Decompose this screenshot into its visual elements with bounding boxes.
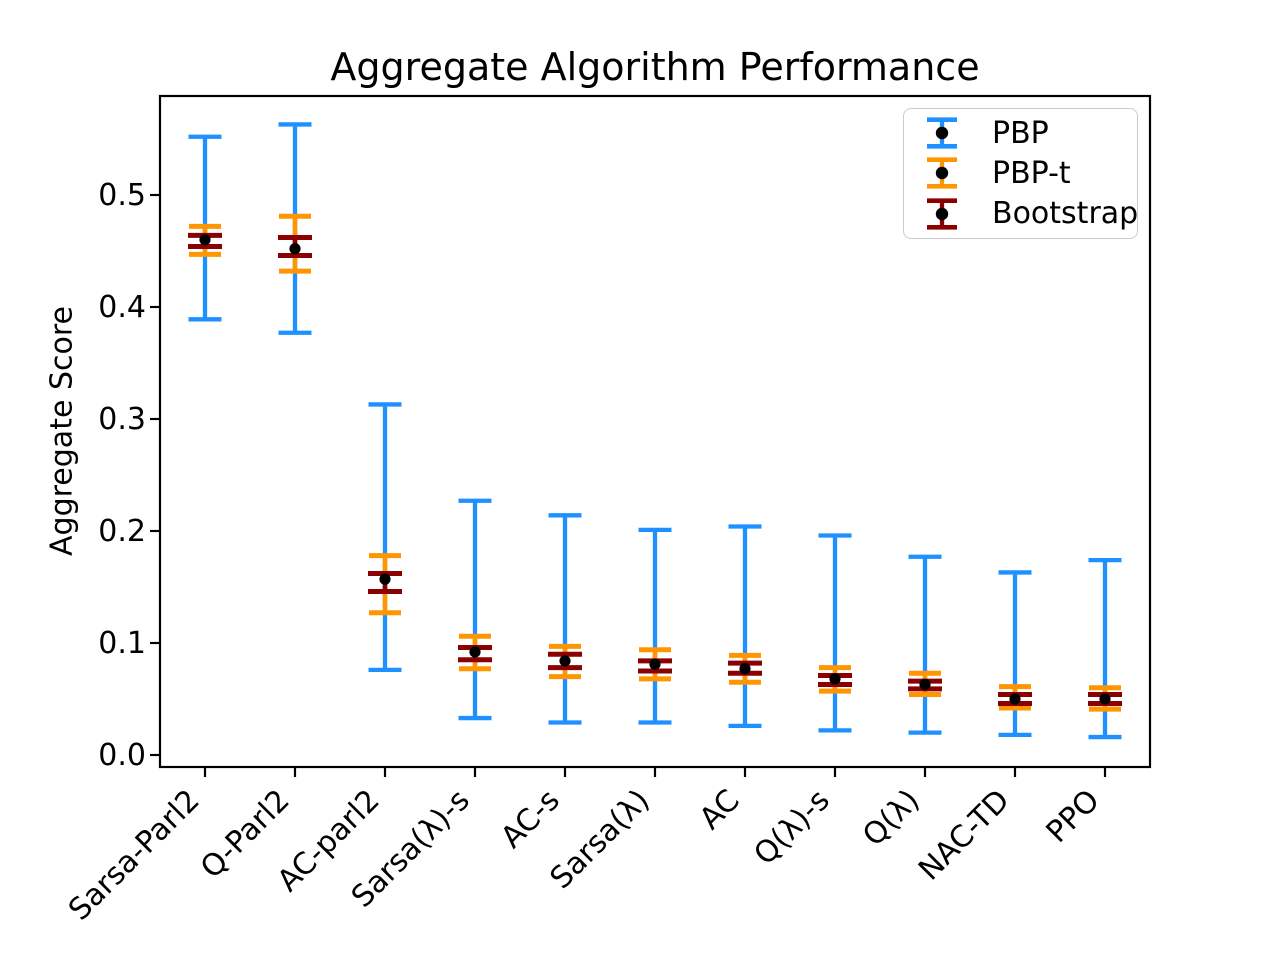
errorbar-icon — [927, 157, 957, 190]
chart-title: Aggregate Algorithm Performance — [330, 45, 980, 89]
y-tick-label: 0.1 — [98, 626, 146, 661]
y-tick-label: 0.0 — [98, 738, 146, 773]
x-tick-label: Sarsa(λ) — [544, 783, 657, 896]
errorbar-icon — [927, 198, 957, 230]
error-bar-series-PBP — [188, 122, 1122, 740]
x-tick-label: AC-s — [494, 783, 566, 855]
legend-item-pbp-t: PBP-t — [904, 153, 1137, 193]
x-tick-label: Q(λ) — [856, 783, 927, 854]
center-markers — [199, 234, 1111, 705]
y-tick-label: 0.5 — [98, 178, 146, 213]
y-axis-ticks: 0.0 0.1 0.2 0.3 0.4 0.5 — [98, 178, 160, 773]
legend-item-bootstrap: Bootstrap — [904, 194, 1139, 234]
x-tick-label: AC — [693, 783, 747, 837]
legend: PBP PBP-t Bootstrap — [903, 108, 1138, 239]
y-tick-label: 0.3 — [98, 402, 146, 437]
x-tick-label: PPO — [1040, 783, 1107, 850]
error-bar-series-PBP-t — [189, 213, 1121, 712]
x-tick-label: Sarsa-Parl2 — [62, 783, 207, 928]
y-tick-label: 0.4 — [98, 290, 146, 325]
legend-label: PBP-t — [992, 155, 1071, 191]
legend-label: Bootstrap — [992, 196, 1139, 232]
legend-item-pbp: PBP — [904, 113, 1137, 153]
errorbar-icon — [927, 117, 957, 149]
x-tick-label: Q(λ)-s — [747, 783, 836, 872]
x-tick-label: NAC-TD — [912, 783, 1017, 888]
legend-label: PBP — [992, 115, 1049, 151]
y-tick-label: 0.2 — [98, 514, 146, 549]
